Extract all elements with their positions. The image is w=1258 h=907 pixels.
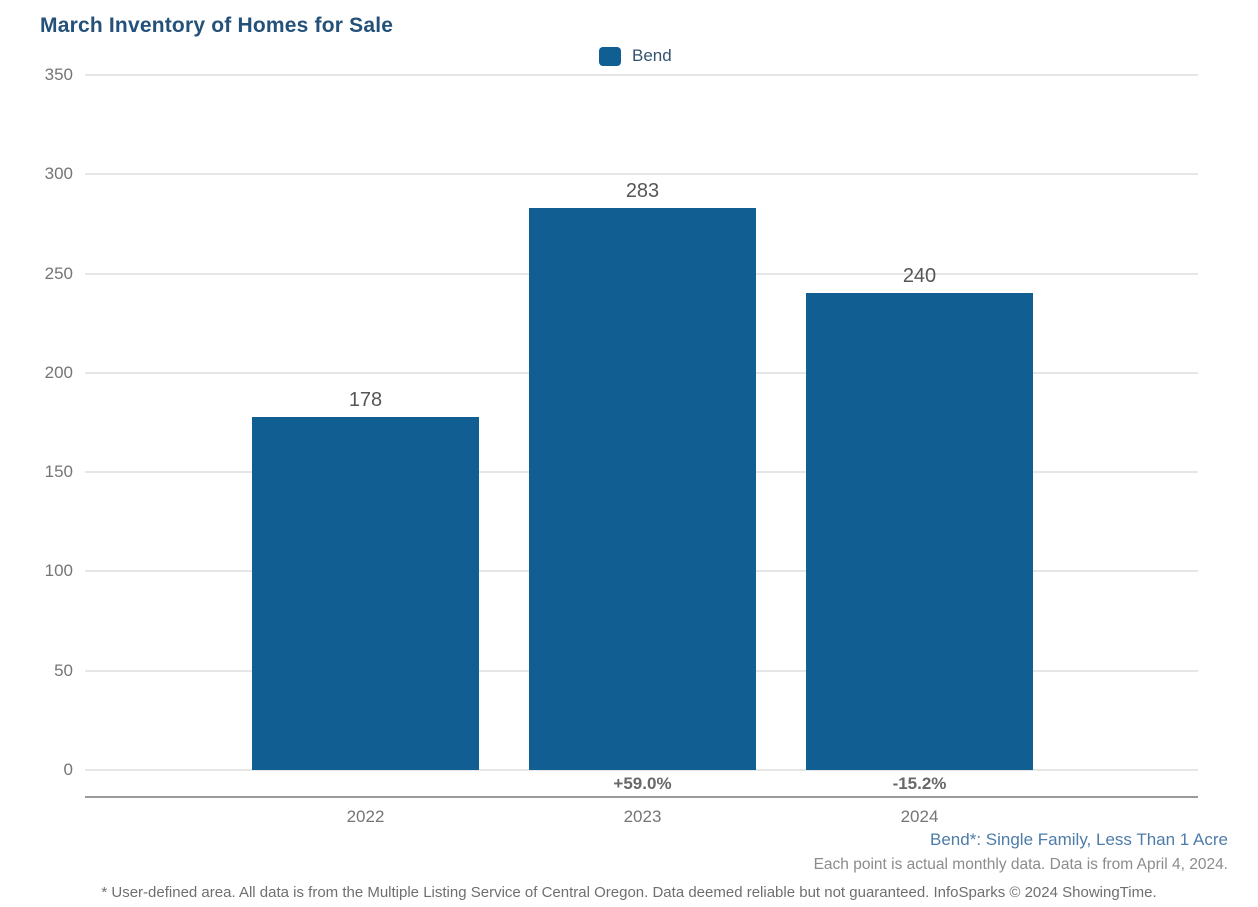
bar-2022[interactable] <box>252 416 479 770</box>
legend-item-bend[interactable]: Bend <box>599 46 672 66</box>
series-definition-note: Bend*: Single Family, Less Than 1 Acre <box>930 830 1228 849</box>
bar-value-label-2022: 178 <box>348 388 383 411</box>
y-tick-label-0: 0 <box>63 760 73 779</box>
y-tick-label-200: 200 <box>44 362 73 382</box>
bar-value-label-2023: 283 <box>625 180 660 203</box>
y-tick-label-350: 350 <box>44 65 73 84</box>
bar-2024[interactable] <box>806 293 1033 770</box>
y-tick-label-300: 300 <box>44 164 73 184</box>
legend-swatch-icon <box>599 46 621 66</box>
x-tick-label-2024: 2024 <box>900 807 939 826</box>
x-axis-line <box>85 796 1198 798</box>
pct-change-label-2024: -15.2% <box>892 774 947 793</box>
gridline-0 <box>85 769 1198 771</box>
data-source-note: Each point is actual monthly data. Data … <box>813 856 1228 873</box>
plot-area: 178 283 240 <box>85 74 1198 771</box>
y-axis: 0 50 100 150 200 250 300 350 <box>0 65 73 779</box>
x-tick-label-2023: 2023 <box>623 807 662 826</box>
pct-change-label-2023: +59.0% <box>613 774 672 793</box>
chart-title: March Inventory of Homes for Sale <box>40 14 394 37</box>
y-tick-label-150: 150 <box>44 462 73 482</box>
y-tick-label-50: 50 <box>54 660 73 680</box>
disclaimer-note: * User-defined area. All data is from th… <box>101 884 1157 901</box>
x-tick-label-2022: 2022 <box>346 807 385 826</box>
legend-label: Bend <box>632 46 672 65</box>
x-axis: 2022 2023 2024 <box>85 807 1198 829</box>
gridline-300 <box>85 173 1198 176</box>
y-tick-label-250: 250 <box>44 263 73 283</box>
y-tick-label-100: 100 <box>44 561 73 581</box>
bar-2023[interactable] <box>529 208 756 770</box>
gridline-350 <box>85 74 1198 76</box>
bar-value-label-2024: 240 <box>902 265 937 288</box>
pct-change-row: +59.0% -15.2% <box>85 774 1198 796</box>
